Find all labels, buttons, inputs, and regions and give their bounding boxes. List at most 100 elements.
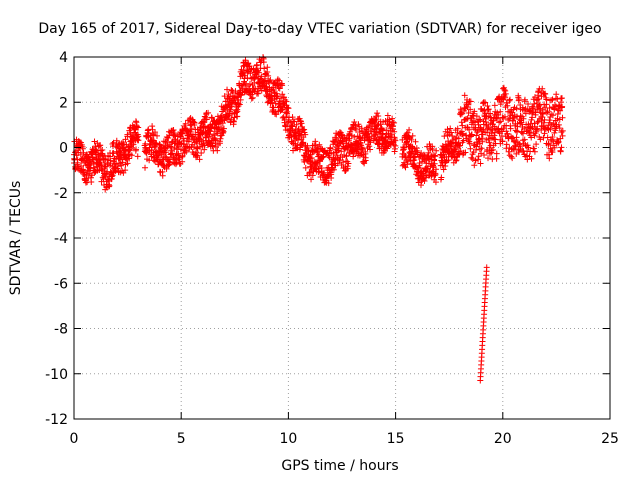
y-axis-label: SDTVAR / TECUs bbox=[8, 181, 24, 296]
data-point bbox=[212, 136, 219, 143]
data-point bbox=[467, 106, 474, 113]
x-tick-label: 10 bbox=[279, 431, 297, 447]
data-point bbox=[273, 111, 280, 118]
data-point bbox=[483, 148, 490, 155]
data-point bbox=[406, 126, 413, 133]
data-point bbox=[198, 149, 205, 156]
data-point bbox=[504, 131, 511, 138]
data-point bbox=[477, 125, 484, 132]
data-point bbox=[476, 136, 483, 143]
data-point bbox=[124, 160, 131, 167]
data-point bbox=[334, 160, 341, 167]
data-point bbox=[205, 109, 212, 116]
data-point bbox=[379, 130, 386, 137]
data-point bbox=[194, 152, 201, 159]
data-point bbox=[268, 93, 275, 100]
data-point bbox=[316, 141, 323, 148]
data-point bbox=[162, 153, 169, 160]
data-point bbox=[467, 98, 474, 105]
data-point bbox=[330, 166, 337, 173]
data-point bbox=[432, 179, 439, 186]
data-point bbox=[244, 74, 251, 81]
data-point bbox=[440, 166, 447, 173]
data-point bbox=[447, 125, 454, 132]
data-point bbox=[233, 109, 240, 116]
data-point bbox=[240, 63, 247, 70]
x-tick-label: 20 bbox=[494, 431, 512, 447]
data-point bbox=[554, 96, 561, 103]
data-point bbox=[501, 86, 508, 93]
data-point bbox=[473, 146, 480, 153]
data-point bbox=[428, 173, 435, 180]
data-point bbox=[537, 136, 544, 143]
data-point bbox=[543, 109, 550, 116]
data-point bbox=[409, 132, 416, 139]
data-point bbox=[501, 113, 508, 120]
data-point bbox=[484, 103, 491, 110]
data-point bbox=[473, 113, 480, 120]
data-point bbox=[490, 117, 497, 124]
data-point bbox=[327, 145, 334, 152]
data-point bbox=[293, 121, 300, 128]
data-point bbox=[512, 142, 519, 149]
data-point bbox=[442, 159, 449, 166]
data-point bbox=[486, 150, 493, 157]
data-point bbox=[175, 150, 182, 157]
data-point bbox=[505, 148, 512, 155]
data-point bbox=[83, 171, 90, 178]
data-point bbox=[128, 152, 135, 159]
data-point bbox=[115, 155, 122, 162]
data-point bbox=[515, 96, 522, 103]
data-point bbox=[234, 113, 241, 120]
data-point bbox=[536, 102, 543, 109]
data-point bbox=[124, 131, 131, 138]
data-point bbox=[466, 140, 473, 147]
data-point bbox=[507, 125, 514, 132]
data-point bbox=[485, 106, 492, 113]
data-point bbox=[249, 94, 256, 101]
data-point bbox=[433, 147, 440, 154]
data-point bbox=[493, 155, 500, 162]
data-point bbox=[183, 148, 190, 155]
x-axis-label: GPS time / hours bbox=[281, 458, 398, 474]
data-point bbox=[280, 94, 287, 101]
data-point bbox=[420, 151, 427, 158]
data-point bbox=[142, 164, 149, 171]
data-point bbox=[534, 92, 541, 99]
data-point bbox=[230, 117, 237, 124]
data-point bbox=[110, 139, 117, 146]
data-point bbox=[392, 142, 399, 149]
data-point bbox=[71, 155, 78, 162]
data-point bbox=[196, 156, 203, 163]
data-point bbox=[237, 96, 244, 103]
data-point bbox=[468, 121, 475, 128]
data-point bbox=[412, 138, 419, 145]
data-point bbox=[156, 141, 163, 148]
data-point bbox=[135, 137, 142, 144]
data-point bbox=[462, 149, 469, 156]
data-point bbox=[558, 129, 565, 136]
data-point bbox=[130, 141, 137, 148]
data-point bbox=[497, 101, 504, 108]
data-point bbox=[266, 78, 273, 85]
data-point bbox=[159, 172, 166, 179]
data-point bbox=[518, 129, 525, 136]
data-point bbox=[117, 169, 124, 176]
data-point bbox=[88, 178, 95, 185]
data-point bbox=[352, 122, 359, 129]
data-point bbox=[120, 141, 127, 148]
data-point bbox=[534, 125, 541, 132]
x-tick-label: 25 bbox=[601, 431, 619, 447]
y-tick-label: -12 bbox=[45, 412, 68, 428]
data-point bbox=[134, 153, 141, 160]
data-point bbox=[484, 129, 491, 136]
y-tick-label: -6 bbox=[54, 276, 68, 292]
data-point bbox=[433, 166, 440, 173]
data-point bbox=[165, 134, 172, 141]
data-point bbox=[356, 134, 363, 141]
x-tick-label: 15 bbox=[387, 431, 405, 447]
data-point bbox=[468, 131, 475, 138]
data-point bbox=[457, 142, 464, 149]
data-point bbox=[502, 90, 509, 97]
data-point bbox=[512, 127, 519, 134]
